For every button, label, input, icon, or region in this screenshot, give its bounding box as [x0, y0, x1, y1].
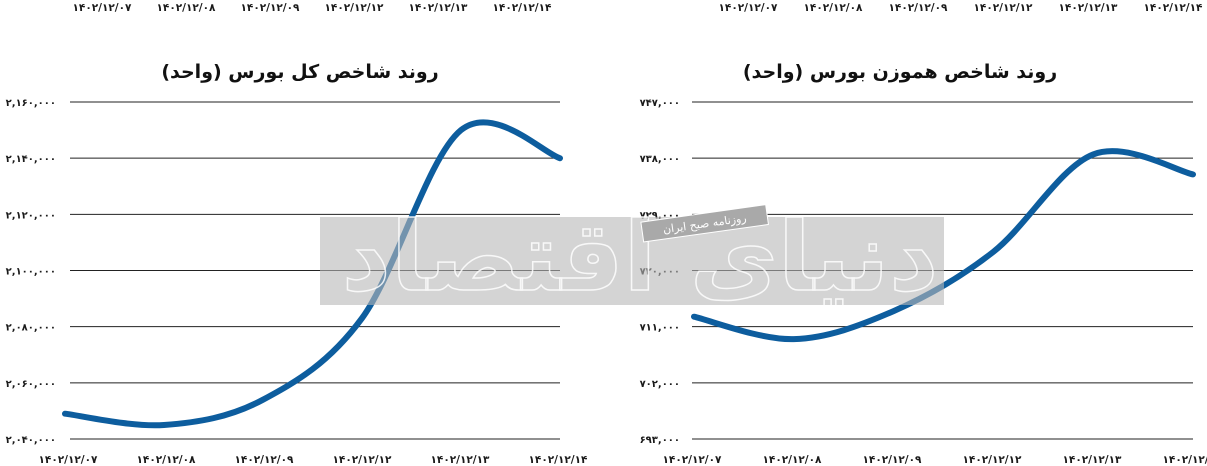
top-strip-date: ۱۴۰۲/۱۲/۱۳ [409, 2, 469, 14]
y-tick-label: ۲,۰۴۰,۰۰۰ [6, 435, 56, 446]
y-tick-label: ۷۳۸,۰۰۰ [640, 154, 680, 165]
watermark-logo: دنیای اقتصاد [342, 201, 939, 313]
y-tick-label: ۷۱۱,۰۰۰ [640, 323, 680, 334]
watermark-band [320, 217, 944, 305]
y-tick-label: ۲,۰۶۰,۰۰۰ [6, 379, 56, 390]
top-strip-date: ۱۴۰۲/۱۲/۰۹ [889, 2, 949, 14]
x-tick-label: ۱۴۰۲/۱۲/۰۸ [763, 454, 823, 466]
y-tick-label: ۶۹۳,۰۰۰ [640, 435, 680, 446]
y-tick-label: ۷۴۷,۰۰۰ [640, 98, 680, 109]
y-tick-label: ۲,۰۸۰,۰۰۰ [6, 323, 56, 334]
x-tick-label: ۱۴۰۲/۱۲/۰۷ [39, 454, 99, 466]
x-tick-label: ۱۴۰۲/۱۲/۰۹ [863, 454, 923, 466]
x-tick-label: ۱۴۰۲/۱۲/۰۹ [235, 454, 295, 466]
chart-total-index: روند شاخص کل بورس (واحد) ۲,۰۴۰,۰۰۰ ۲,۰۶۰,۰… [6, 61, 588, 466]
y-tick-label: ۲,۱۴۰,۰۰۰ [6, 154, 56, 165]
x-tick-label: ۱۴۰۲/۱۲/۰۷ [663, 454, 723, 466]
chart-title: روند شاخص هموزن بورس (واحد) [743, 61, 1057, 83]
top-strip-date: ۱۴۰۲/۱۲/۱۳ [1059, 2, 1119, 14]
x-tick-label: ۱۴۰۲/۱۲/۱۴ [529, 454, 589, 466]
top-strip-date: ۱۴۰۲/۱۲/۰۷ [719, 2, 779, 14]
y-tick-label: ۲,۱۲۰,۰۰۰ [6, 210, 56, 221]
y-tick-label: ۷۰۲,۰۰۰ [640, 379, 680, 390]
y-tick-label: ۲,۱۰۰,۰۰۰ [6, 267, 56, 278]
top-strip-date: ۱۴۰۲/۱۲/۱۴ [493, 2, 553, 14]
top-strip-date: ۱۴۰۲/۱۲/۱۲ [325, 2, 385, 14]
top-strip-date: ۱۴۰۲/۱۲/۰۷ [73, 2, 133, 14]
top-strip-date: ۱۴۰۲/۱۲/۱۲ [974, 2, 1034, 14]
y-tick-label: ۷۲۹,۰۰۰ [640, 210, 680, 221]
top-strip-date: ۱۴۰۲/۱۲/۰۹ [241, 2, 301, 14]
top-date-strip: ۱۴۰۲/۱۲/۰۷ ۱۴۰۲/۱۲/۰۸ ۱۴۰۲/۱۲/۰۹ ۱۴۰۲/۱۲/۱۲… [73, 2, 1204, 14]
x-tick-label: ۱۴۰۲/۱۲/۱۳ [1063, 454, 1123, 466]
watermark: دنیای اقتصاد روزنامه صبح ایران [320, 200, 944, 314]
top-strip-date: ۱۴۰۲/۱۲/۰۸ [804, 2, 864, 14]
x-tick-label: ۱۴۰۲/۱۲/۱۲ [333, 454, 393, 466]
chart-title: روند شاخص کل بورس (واحد) [161, 61, 438, 83]
x-tick-label: ۱۴۰۲/۱۲/۱۳ [431, 454, 491, 466]
x-tick-label: ۱۴۰۲/۱۲/۰۸ [137, 454, 197, 466]
top-strip-date: ۱۴۰۲/۱۲/۱۴ [1144, 2, 1204, 14]
top-strip-date: ۱۴۰۲/۱۲/۰۸ [157, 2, 217, 14]
x-tick-label: ۱۴۰۲/۱۲/۱۴ [1163, 454, 1207, 466]
x-tick-label: ۱۴۰۲/۱۲/۱۲ [963, 454, 1023, 466]
series-line [62, 119, 563, 429]
y-tick-label: ۲,۱۶۰,۰۰۰ [6, 98, 56, 109]
series-line [691, 148, 1196, 343]
